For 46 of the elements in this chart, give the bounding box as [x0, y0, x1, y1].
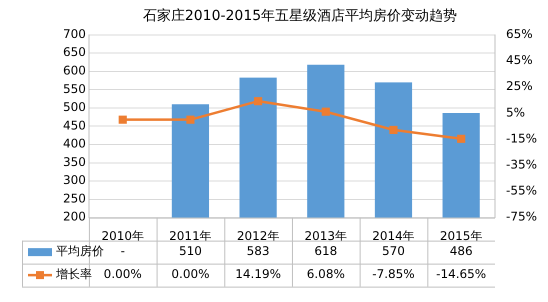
data-label: 0.00% — [171, 267, 210, 282]
text: - — [120, 244, 125, 258]
y-tick-label: 300 — [63, 173, 86, 188]
y-tick-label: 550 — [63, 82, 86, 96]
y-tick-label: 500 — [63, 100, 86, 114]
data-label: 486 — [450, 244, 473, 258]
point — [389, 126, 398, 134]
data-label: 570 — [382, 244, 405, 258]
point — [186, 116, 195, 124]
y2-tick-label: 25% — [506, 79, 533, 94]
y-tick-label: 350 — [63, 154, 86, 169]
point — [254, 97, 262, 106]
data-label: 510 — [178, 244, 202, 258]
chart-title: 石家庄2010-2015年五星级酒店平均房价变动趋势 — [142, 8, 458, 24]
y2-tick-label: -15% — [506, 131, 538, 146]
x-tick-label: 2013年 — [304, 228, 348, 243]
y-tick-label: 700 — [63, 26, 86, 41]
x-tick-label: 2011年 — [169, 228, 212, 243]
x-tick-label: 2015年 — [440, 228, 482, 243]
y-tick-label: 450 — [63, 118, 86, 132]
y-tick-label: 400 — [63, 136, 86, 151]
y-tick-label: 600 — [63, 63, 86, 78]
legend-label: 平均房价 — [56, 244, 104, 258]
y-tick-label: 250 — [63, 191, 86, 206]
x-tick-label: 2012年 — [236, 228, 280, 243]
data-label: -7.85% — [372, 267, 415, 282]
y-tick-label: 650 — [63, 45, 86, 60]
y2-tick-label: -75% — [506, 210, 538, 224]
x-tick-label: 2010年 — [101, 228, 144, 243]
data-label: 618 — [314, 244, 338, 258]
y-tick-label: 200 — [63, 210, 86, 224]
data-label: 14.19% — [235, 267, 281, 282]
point — [118, 116, 127, 124]
x-tick-label: 2014年 — [372, 228, 415, 243]
y2-tick-label: 65% — [506, 26, 533, 41]
data-label: -14.65% — [436, 267, 486, 282]
data-label: 6.08% — [306, 267, 345, 282]
point — [457, 134, 466, 143]
y2-tick-label: -35% — [506, 157, 538, 172]
data-label: 583 — [246, 244, 270, 258]
point — [322, 108, 330, 116]
legend-label: 增长率 — [55, 267, 92, 282]
y2-tick-label: 5% — [506, 105, 526, 120]
y2-tick-label: -55% — [506, 184, 538, 198]
y2-tick-label: 45% — [506, 53, 533, 68]
data-label: 0.00% — [104, 267, 142, 282]
